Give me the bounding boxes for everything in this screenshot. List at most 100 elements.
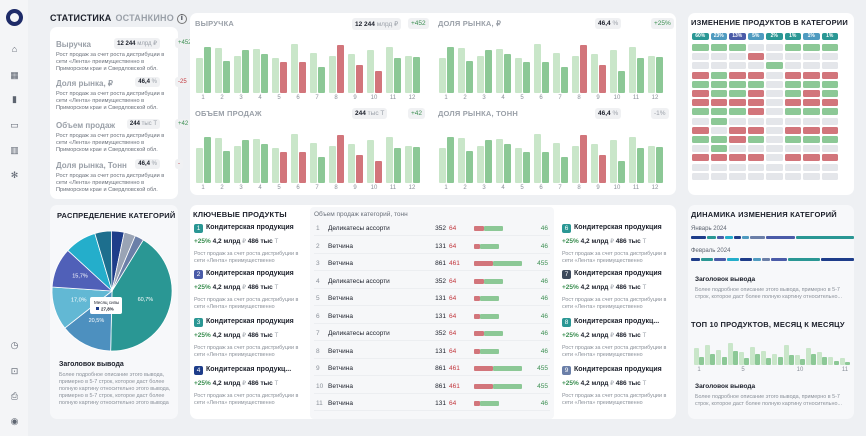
table-row[interactable]: 3 Ветчина 861 461 455 <box>314 257 550 271</box>
heatmap-cell[interactable] <box>692 145 709 153</box>
settings-icon[interactable]: ✻ <box>10 170 19 180</box>
heatmap-cell[interactable] <box>729 99 746 107</box>
heatmap-cell[interactable] <box>766 117 783 125</box>
heatmap-cell[interactable] <box>821 62 838 70</box>
heatmap-cell[interactable] <box>692 172 709 180</box>
dashboard-icon[interactable]: ▦ <box>10 70 19 80</box>
heatmap-cell[interactable] <box>821 136 838 143</box>
heatmap-cell[interactable] <box>710 117 727 125</box>
heatmap-cell[interactable] <box>784 90 801 97</box>
heatmap-cell[interactable] <box>692 108 709 116</box>
table-row[interactable]: 7 Деликатесы ассорти 352 64 46 <box>314 327 550 341</box>
table-row[interactable]: 8 Ветчина 131 64 46 <box>314 345 550 359</box>
heatmap-cell[interactable] <box>803 53 820 61</box>
heatmap-cell[interactable] <box>729 154 746 162</box>
heatmap-cell[interactable] <box>766 108 783 116</box>
heatmap-cell[interactable] <box>766 71 783 79</box>
heatmap-cell[interactable] <box>710 80 727 88</box>
heatmap-cell[interactable] <box>710 145 727 153</box>
store-icon[interactable]: ▭ <box>10 120 19 130</box>
heatmap-cell[interactable] <box>710 154 727 162</box>
heatmap-cell[interactable] <box>821 44 838 51</box>
heatmap-cell[interactable] <box>747 99 764 107</box>
heatmap-cell[interactable] <box>729 126 746 134</box>
heatmap-cell[interactable] <box>821 163 838 171</box>
heatmap-cell[interactable] <box>784 71 801 79</box>
heatmap-cell[interactable] <box>766 136 783 143</box>
heatmap-cell[interactable] <box>821 71 838 79</box>
heatmap-cell[interactable] <box>766 53 783 61</box>
heatmap-cell[interactable] <box>692 163 709 171</box>
heatmap-cell[interactable] <box>692 90 709 97</box>
heatmap-cell[interactable] <box>784 53 801 61</box>
heatmap-cell[interactable] <box>729 80 746 88</box>
heatmap-cell[interactable] <box>803 71 820 79</box>
heatmap-cell[interactable] <box>803 108 820 116</box>
heatmap-cell[interactable] <box>729 145 746 153</box>
heatmap-cell[interactable] <box>821 80 838 88</box>
heatmap-cell[interactable] <box>803 154 820 162</box>
heatmap-cell[interactable] <box>803 62 820 70</box>
heatmap-cell[interactable] <box>729 163 746 171</box>
heatmap-cell[interactable] <box>766 44 783 51</box>
heatmap-cell[interactable] <box>747 90 764 97</box>
heatmap-cell[interactable] <box>710 53 727 61</box>
heatmap-cell[interactable] <box>784 62 801 70</box>
heatmap-cell[interactable] <box>729 108 746 116</box>
heatmap-cell[interactable] <box>821 117 838 125</box>
heatmap-cell[interactable] <box>803 80 820 88</box>
heatmap-cell[interactable] <box>784 99 801 107</box>
heatmap-cell[interactable] <box>784 163 801 171</box>
heatmap-cell[interactable] <box>803 172 820 180</box>
heatmap-cell[interactable] <box>747 117 764 125</box>
heatmap-cell[interactable] <box>692 99 709 107</box>
chart-icon[interactable]: ▮ <box>12 94 17 104</box>
scan-icon[interactable]: ⊡ <box>10 366 19 376</box>
heatmap-cell[interactable] <box>692 44 709 51</box>
heatmap-cell[interactable] <box>729 136 746 143</box>
table-row[interactable]: 6 Ветчина 131 64 46 <box>314 310 550 324</box>
heatmap-cell[interactable] <box>766 62 783 70</box>
heatmap-cell[interactable] <box>710 99 727 107</box>
heatmap-cell[interactable] <box>766 172 783 180</box>
heatmap-cell[interactable] <box>692 62 709 70</box>
clock-icon[interactable]: ◷ <box>10 340 19 350</box>
heatmap-cell[interactable] <box>766 145 783 153</box>
heatmap-cell[interactable] <box>747 108 764 116</box>
heatmap-cell[interactable] <box>803 145 820 153</box>
heatmap-cell[interactable] <box>710 163 727 171</box>
table-row[interactable]: 4 Деликатесы ассорти 352 64 46 <box>314 275 550 289</box>
heatmap-cell[interactable] <box>729 62 746 70</box>
heatmap-cell[interactable] <box>784 80 801 88</box>
heatmap-cell[interactable] <box>710 108 727 116</box>
heatmap-cell[interactable] <box>747 145 764 153</box>
heatmap-cell[interactable] <box>747 80 764 88</box>
app-logo[interactable] <box>6 9 23 26</box>
heatmap-cell[interactable] <box>784 108 801 116</box>
heatmap-cell[interactable] <box>803 136 820 143</box>
heatmap-cell[interactable] <box>747 62 764 70</box>
map-icon[interactable]: ▥ <box>10 145 19 155</box>
heatmap-cell[interactable] <box>729 44 746 51</box>
pie-slice[interactable] <box>111 235 144 292</box>
heatmap-cell[interactable] <box>729 172 746 180</box>
info-icon[interactable]: i <box>176 14 187 24</box>
heatmap-cell[interactable] <box>784 44 801 51</box>
heatmap-cell[interactable] <box>747 163 764 171</box>
heatmap-cell[interactable] <box>821 90 838 97</box>
heatmap-cell[interactable] <box>692 80 709 88</box>
table-row[interactable]: 9 Ветчина 861 461 455 <box>314 362 550 376</box>
heatmap-cell[interactable] <box>784 154 801 162</box>
table-row[interactable]: 10 Ветчина 861 461 455 <box>314 380 550 394</box>
heatmap-cell[interactable] <box>784 136 801 143</box>
table-row[interactable]: 5 Ветчина 131 64 46 <box>314 292 550 306</box>
heatmap-cell[interactable] <box>747 44 764 51</box>
heatmap-cell[interactable] <box>747 154 764 162</box>
heatmap-cell[interactable] <box>747 172 764 180</box>
heatmap-cell[interactable] <box>710 71 727 79</box>
heatmap-cell[interactable] <box>747 53 764 61</box>
heatmap-cell[interactable] <box>821 53 838 61</box>
heatmap-cell[interactable] <box>766 126 783 134</box>
heatmap-cell[interactable] <box>710 126 727 134</box>
heatmap-cell[interactable] <box>692 154 709 162</box>
